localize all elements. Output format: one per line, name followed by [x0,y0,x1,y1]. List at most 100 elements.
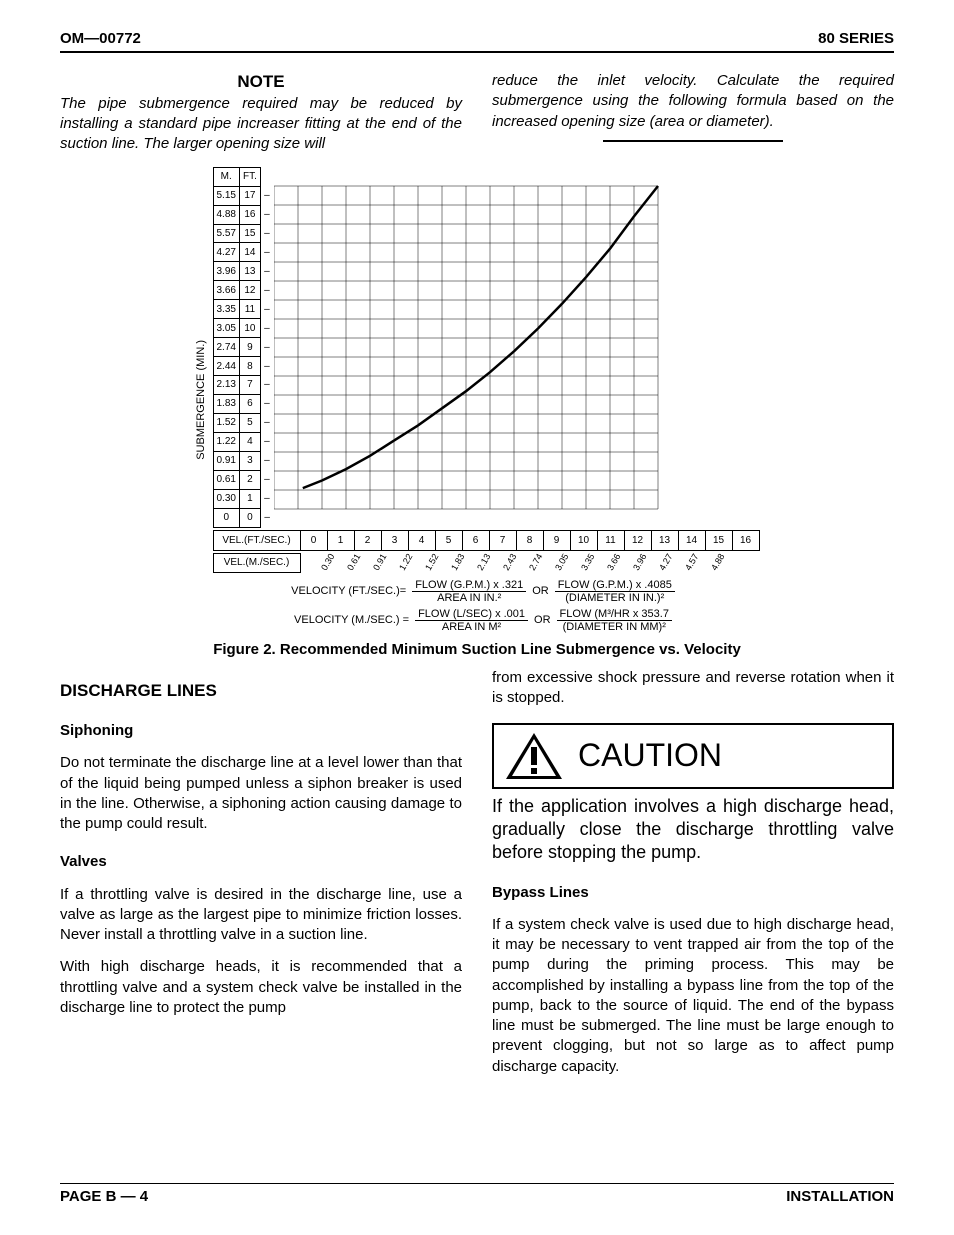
x-m-cell: 3.96 [627,553,653,572]
x-ft-cell: 8 [516,530,543,550]
header-right: 80 SERIES [818,30,894,47]
note-body-left: The pipe submergence required may be red… [60,94,462,155]
y-ft-cell: 0 [239,508,260,527]
x-m-cell: 3.66 [601,553,627,572]
figure-inner: M.FT.5.1517–4.8816–5.5715–4.2714–3.9613–… [213,167,760,633]
discharge-title: DISCHARGE LINES [60,680,462,703]
y-ft-cell: 6 [239,394,260,413]
figure-caption: Figure 2. Recommended Minimum Suction Li… [60,641,894,658]
x-row-m: VEL.(M./SEC.)0.300.610.911.221.521.832.1… [213,553,731,573]
note-body-right: reduce the inlet velocity. Calculate the… [492,71,894,132]
y-m-cell: 3.66 [213,281,239,300]
note-right: reduce the inlet velocity. Calculate the… [492,71,894,155]
y-ft-cell: 5 [239,413,260,432]
y-ft-cell: 12 [239,281,260,300]
x-m-cell: 4.27 [653,553,679,572]
x-m-cell: 3.35 [575,553,601,572]
y-m-cell: 0.91 [213,451,239,470]
caution-label: CAUTION [578,734,722,777]
y-m-cell: 1.83 [213,394,239,413]
page-header: OM—00772 80 SERIES [60,30,894,53]
y-m-cell: 2.74 [213,338,239,357]
note-title: NOTE [60,71,462,94]
formula-m: VELOCITY (M./SEC.) = FLOW (L/SEC) x .001… [213,608,760,633]
y-m-cell: 2.13 [213,376,239,395]
y-m-cell: 1.22 [213,432,239,451]
page: OM—00772 80 SERIES NOTE The pipe submerg… [0,0,954,1235]
body-left: DISCHARGE LINES Siphoning Do not termina… [60,668,462,1077]
x-ft-cell: 7 [489,530,516,550]
y-ft-cell: 14 [239,243,260,262]
f-m-a-den: AREA IN M² [442,621,501,633]
y-ft-cell: 13 [239,262,260,281]
x-m-cell: 2.74 [523,553,549,572]
y-ft-cell: 8 [239,357,260,376]
y-m-cell: M. [213,167,239,186]
x-ft-cell: 6 [462,530,489,550]
x-ft-cell: 11 [597,530,624,550]
bypass-p: If a system check valve is used due to h… [492,915,894,1077]
y-ft-cell: 11 [239,300,260,319]
x-m-cell: 1.52 [419,553,445,572]
y-table: M.FT.5.1517–4.8816–5.5715–4.2714–3.9613–… [213,167,274,528]
y-m-cell: 0.61 [213,470,239,489]
f-m-b-den: (DIAMETER IN MM)² [563,621,666,633]
f-ft-b-den: (DIAMETER IN IN.)² [565,592,664,604]
valves-p1: If a throttling valve is desired in the … [60,885,462,946]
x-m-cell: 4.88 [705,553,731,572]
cont-p: from excessive shock pressure and revers… [492,668,894,709]
y-m-cell: 4.27 [213,243,239,262]
y-ft-cell: 16 [239,205,260,224]
f-ft-a-num: FLOW (G.P.M.) x .321 [412,579,526,592]
y-ft-cell: 17 [239,186,260,205]
y-ft-cell: 2 [239,470,260,489]
y-ft-cell: 3 [239,451,260,470]
figure: SUBMERGENCE (MIN.) M.FT.5.1517–4.8816–5.… [60,167,894,633]
x-ft-cell: 12 [624,530,651,550]
note-left: NOTE The pipe submergence required may b… [60,71,462,155]
x-ft-cell: 4 [408,530,435,550]
valves-h: Valves [60,852,462,872]
x-m-cell: 1.22 [393,553,419,572]
y-m-cell: 2.44 [213,357,239,376]
x-m-cell: 0.30 [315,553,341,572]
x-m-cell: 1.83 [445,553,471,572]
x-ft-cell: 1 [327,530,354,550]
x-ft-cell: 13 [651,530,678,550]
page-footer: PAGE B — 4 INSTALLATION [60,1183,894,1205]
x-row-ft: VEL.(FT./SEC.)012345678910111213141516 [213,530,760,551]
formula-or-2: OR [534,614,551,626]
x-ft-cell: 5 [435,530,462,550]
x-ft-cell: 15 [705,530,732,550]
header-left: OM—00772 [60,30,141,47]
y-axis-label: SUBMERGENCE (MIN.) [195,340,207,460]
y-m-cell: 0.30 [213,489,239,508]
y-m-cell: 3.05 [213,319,239,338]
body-right: from excessive shock pressure and revers… [492,668,894,1077]
formula-ft-label: VELOCITY (FT./SEC.)= [291,585,406,597]
x-m-cell: 0.91 [367,553,393,572]
x-ft-cell: 9 [543,530,570,550]
siphoning-h: Siphoning [60,721,462,741]
y-ft-cell: FT. [239,167,260,186]
footer-right: INSTALLATION [786,1188,894,1205]
caution-box: CAUTION [492,723,894,789]
y-ft-cell: 10 [239,319,260,338]
caution-body: If the application involves a high disch… [492,795,894,865]
chart-svg [274,167,682,528]
y-ft-cell: 7 [239,376,260,395]
x-ft-cell: 10 [570,530,597,550]
x-m-label: VEL.(M./SEC.) [213,553,300,572]
y-m-cell: 3.96 [213,262,239,281]
x-ft-cell: 3 [381,530,408,550]
f-ft-b-num: FLOW (G.P.M.) x .4085 [555,579,675,592]
note-columns: NOTE The pipe submergence required may b… [60,71,894,155]
y-ft-cell: 15 [239,224,260,243]
f-m-b-num: FLOW (M³/HR x 353.7 [557,608,672,621]
y-ft-cell: 1 [239,489,260,508]
separator [603,140,783,142]
x-ft-label: VEL.(FT./SEC.) [213,530,300,550]
x-m-cell: 0.61 [341,553,367,572]
f-m-a-num: FLOW (L/SEC) x .001 [415,608,528,621]
x-ft-cell: 16 [732,530,759,550]
